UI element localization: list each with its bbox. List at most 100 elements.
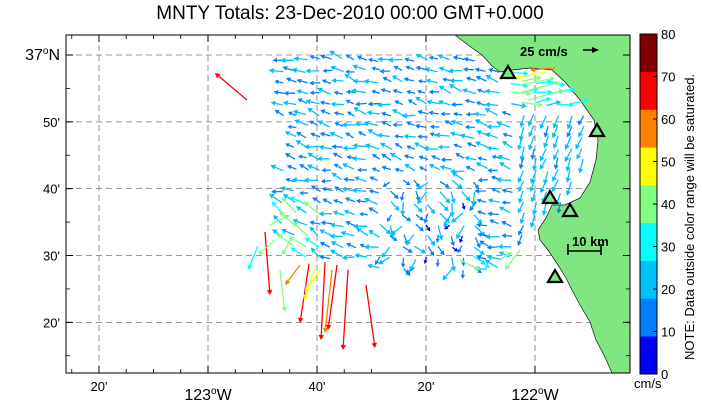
current-vector	[456, 225, 465, 240]
current-vector-shaft	[313, 56, 320, 60]
current-vector	[443, 213, 452, 228]
current-vector	[371, 89, 381, 95]
current-vector-head	[297, 154, 303, 159]
current-vector-head	[309, 220, 315, 226]
current-vector-shaft	[481, 157, 487, 161]
current-vector-head	[305, 98, 311, 105]
current-vector-head	[371, 66, 376, 71]
current-vector	[269, 214, 290, 226]
current-vector	[269, 193, 283, 204]
current-vector-shaft	[359, 102, 367, 105]
current-vector-head	[438, 66, 445, 72]
current-vector	[310, 247, 320, 258]
current-vector-head	[280, 57, 286, 64]
current-vector-head	[416, 89, 422, 95]
current-vector-head	[451, 217, 457, 223]
current-vector-head	[357, 131, 363, 136]
lat-label: 20'	[43, 315, 60, 330]
scale-vector: 25 cm/s	[520, 44, 599, 59]
current-vector-head	[465, 165, 471, 171]
current-vector	[477, 232, 488, 238]
current-vector-shaft	[532, 169, 537, 180]
current-vector-head	[460, 274, 466, 279]
current-vector	[293, 56, 308, 62]
current-vector-head	[476, 222, 481, 228]
current-vector-head	[391, 75, 398, 81]
current-vector-shaft	[402, 246, 410, 252]
current-vector	[279, 269, 288, 312]
current-vector	[279, 211, 296, 226]
current-vector	[425, 224, 431, 232]
current-vector-head	[407, 99, 413, 104]
current-vector-head	[333, 163, 339, 168]
current-vector-shaft	[479, 164, 488, 170]
current-vector-head	[556, 208, 562, 214]
current-vector-shaft	[385, 167, 392, 171]
site-5-icon	[546, 267, 564, 284]
current-vector	[351, 155, 366, 162]
current-vector-head	[332, 152, 338, 158]
current-vector-shaft	[556, 193, 562, 202]
current-vector-shaft	[402, 179, 408, 184]
lat-label: 50'	[43, 115, 60, 130]
current-vector-head	[444, 120, 450, 125]
current-vector	[473, 111, 486, 117]
current-vector-head	[417, 79, 423, 84]
current-vector-shaft	[375, 68, 381, 71]
current-vector	[539, 158, 547, 170]
current-vector-shaft	[445, 213, 452, 224]
current-vector	[329, 222, 344, 228]
current-vector-head	[352, 142, 358, 149]
current-vector	[318, 261, 326, 340]
current-vector	[475, 101, 486, 107]
current-vector	[355, 227, 369, 237]
current-vector-shaft	[430, 80, 438, 84]
current-vector	[402, 179, 411, 186]
current-vector-shaft	[427, 246, 433, 253]
current-vector-shaft	[346, 164, 355, 170]
current-vector	[487, 198, 500, 204]
current-vector-head	[501, 110, 507, 116]
current-vector-head	[463, 66, 468, 72]
current-vector-head	[539, 164, 545, 170]
current-vector-head	[484, 101, 490, 108]
current-vector	[519, 212, 525, 225]
current-vector-head	[476, 130, 482, 136]
scale-vector-label: 25 cm/s	[520, 44, 568, 59]
current-vector-shaft	[408, 267, 415, 272]
current-vector	[477, 156, 487, 161]
current-vector	[570, 98, 589, 105]
current-vector-shaft	[454, 212, 464, 221]
colorbar-segment	[640, 34, 657, 73]
current-vector	[437, 54, 450, 61]
current-vector-head	[303, 294, 309, 300]
current-vector-head	[331, 172, 337, 178]
current-vector	[415, 223, 424, 232]
current-vector-shaft	[488, 109, 499, 116]
current-vector-head	[449, 131, 456, 137]
current-vector-shaft	[558, 103, 570, 106]
current-vector	[317, 87, 331, 95]
current-vector-shaft	[426, 234, 433, 243]
current-vector-head	[400, 196, 405, 202]
current-vector	[303, 201, 320, 215]
current-vector-head	[340, 230, 346, 237]
current-vector-head	[476, 88, 482, 93]
current-vector	[565, 157, 572, 172]
current-vector-head	[528, 131, 534, 138]
current-vector-shaft	[274, 166, 284, 172]
current-vector-head	[417, 207, 423, 213]
current-vector-head	[346, 242, 352, 248]
current-vector-head	[350, 88, 357, 94]
current-vector-head	[554, 80, 560, 86]
current-vector-shaft	[346, 188, 354, 192]
current-vector-head	[351, 155, 357, 162]
current-vector-shaft	[541, 148, 547, 158]
current-vector-shaft	[356, 189, 367, 192]
current-vector-head	[317, 156, 322, 162]
current-vector	[406, 145, 416, 150]
current-vector-shaft	[301, 156, 307, 159]
current-vector	[532, 158, 538, 171]
current-vector-shaft	[358, 178, 367, 183]
current-vector-head	[329, 131, 336, 137]
